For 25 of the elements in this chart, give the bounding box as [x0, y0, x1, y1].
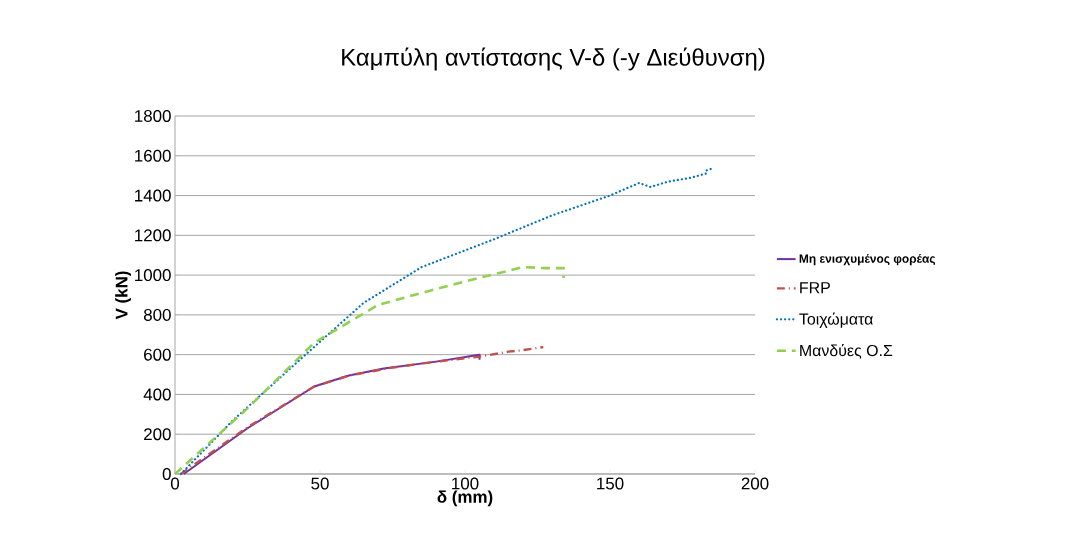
- legend-label: Τοιχώματα: [799, 312, 873, 328]
- x-tick-label: 50: [311, 477, 329, 490]
- y-tick-label: 200: [144, 428, 171, 441]
- legend-label: Μη ενισχυμένος φορέας: [799, 253, 936, 266]
- y-tick-label: 1000: [135, 269, 171, 282]
- y-tick-label: 1600: [135, 149, 171, 162]
- x-tick-label: 0: [170, 477, 180, 490]
- x-tick-label: 100: [452, 477, 479, 490]
- chart-title: Καμπύλη αντίστασης V-δ (-y Διεύθυνση): [342, 47, 765, 71]
- y-tick-label: 400: [143, 388, 171, 401]
- line-series: [173, 265, 565, 476]
- y-tick-label: 800: [143, 308, 171, 321]
- y-tick-label: 1800: [135, 110, 171, 122]
- y-axis-title: V (kN): [115, 271, 131, 320]
- y-tick-label: 1400: [135, 189, 171, 202]
- x-tick-label: 150: [597, 477, 624, 490]
- y-tick-label: 600: [144, 348, 171, 361]
- x-tick-label: 200: [741, 477, 769, 490]
- y-tick-label: 0: [162, 468, 171, 480]
- legend-label: FRP: [800, 282, 830, 294]
- x-axis-title: δ (mm): [437, 490, 493, 507]
- line-series: [179, 345, 545, 476]
- y-tick-label: 1200: [135, 229, 171, 242]
- legend-label: Μανδύες Ο.Σ: [800, 344, 893, 359]
- line-series: [182, 353, 481, 475]
